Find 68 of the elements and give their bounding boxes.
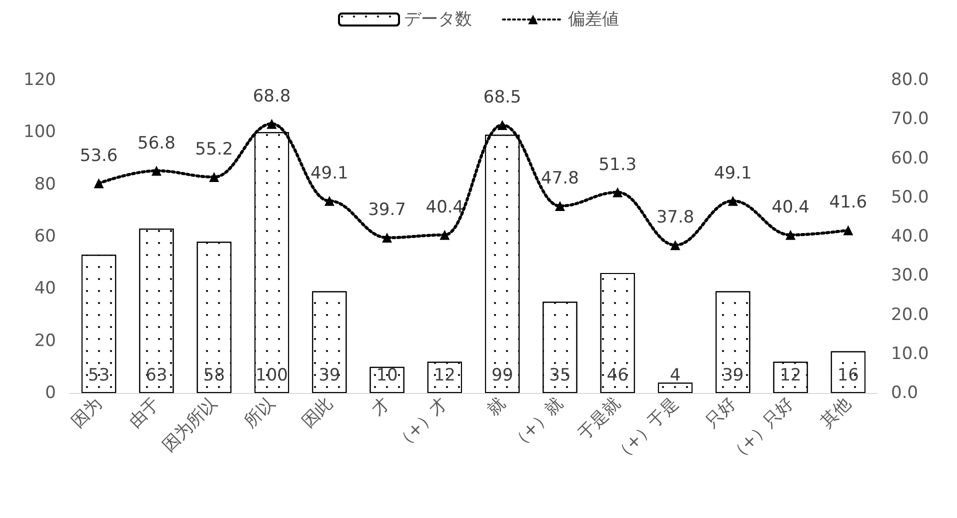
data-label: 46	[606, 366, 628, 386]
y-tick-label: 120	[24, 70, 56, 90]
point	[324, 196, 334, 206]
y-tick-label: 0	[45, 383, 56, 403]
data-label: 53.6	[80, 146, 118, 166]
data-label: 55.2	[195, 140, 234, 160]
point	[554, 200, 565, 211]
x-tick-label: 因此	[298, 394, 336, 432]
y-tick-label: 20	[34, 330, 56, 351]
y2-tick-label: 40.0	[891, 226, 929, 246]
data-label: 58	[203, 366, 225, 386]
y2-tick-label: 60.0	[891, 148, 929, 168]
data-label: 35	[549, 366, 571, 386]
data-label: 99	[492, 366, 514, 386]
data-label: 10	[376, 366, 398, 386]
x-tick-label: 只好	[702, 394, 740, 432]
data-label: 56.8	[138, 133, 176, 154]
point	[612, 187, 623, 198]
point	[843, 225, 854, 236]
data-label: 68.8	[252, 86, 291, 106]
point	[151, 166, 162, 176]
x-tick-label: （+）就	[506, 394, 568, 454]
data-label: 37.8	[656, 208, 694, 228]
data-label: 63	[146, 366, 168, 386]
data-label: 39	[318, 366, 340, 386]
point	[786, 230, 796, 240]
point	[94, 178, 104, 188]
y2-tick-label: 0.0	[891, 383, 918, 403]
x-tick-label: 所以	[240, 394, 279, 432]
x-tick-label: 因为	[68, 394, 106, 432]
data-label: 49.1	[310, 163, 348, 184]
x-tick-label: 于是就	[574, 394, 625, 444]
data-label: 12	[780, 366, 802, 386]
point	[728, 196, 738, 206]
y2-tick-label: 20.0	[891, 304, 929, 325]
data-label: 51.3	[598, 154, 637, 175]
data-label: 68.5	[483, 87, 522, 108]
point	[209, 172, 220, 182]
y2-tick-label: 70.0	[891, 109, 929, 130]
point	[497, 120, 508, 130]
data-label: 12	[434, 366, 456, 386]
y2-tick-label: 10.0	[891, 344, 929, 364]
data-label: 16	[837, 366, 859, 386]
data-label: 47.8	[541, 168, 579, 188]
y-tick-label: 100	[24, 122, 56, 142]
data-label: 53	[88, 366, 110, 386]
data-label: 39	[722, 366, 744, 386]
x-tick-label: 其他	[817, 394, 856, 432]
y2-tick-label: 50.0	[891, 187, 929, 208]
data-label: 41.6	[829, 192, 868, 213]
x-tick-label: 就	[483, 394, 510, 420]
data-label: 4	[670, 366, 681, 386]
y2-tick-label: 30.0	[891, 266, 929, 286]
legend-label: データ数	[404, 10, 472, 30]
y2-tick-label: 80.0	[891, 70, 929, 90]
data-label: 49.1	[714, 163, 752, 184]
y-tick-label: 80	[34, 174, 56, 194]
data-label: 100	[256, 366, 288, 386]
data-label: 39.7	[368, 200, 406, 220]
point	[440, 230, 450, 240]
data-label: 40.4	[772, 197, 810, 218]
point	[670, 240, 680, 250]
data-label: 40.4	[426, 197, 464, 218]
y-tick-label: 40	[34, 278, 56, 299]
legend-label: 偏差値	[568, 10, 619, 30]
point	[266, 118, 277, 129]
y-tick-label: 60	[34, 226, 56, 246]
point	[382, 232, 392, 243]
